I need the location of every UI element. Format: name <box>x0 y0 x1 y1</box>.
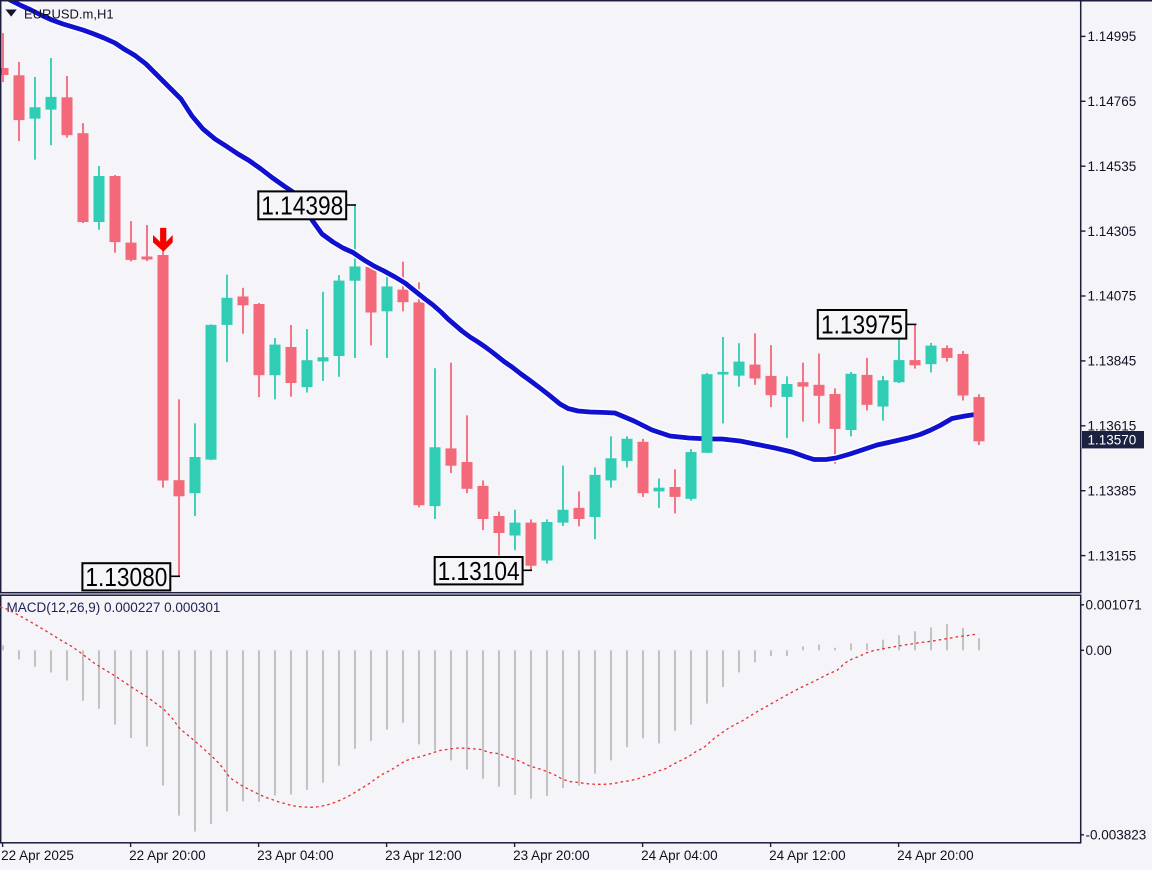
svg-text:24 Apr 04:00: 24 Apr 04:00 <box>641 848 718 863</box>
svg-text:22 Apr 2025: 22 Apr 2025 <box>1 848 74 863</box>
svg-text:0.001071: 0.001071 <box>1086 598 1142 613</box>
svg-text:1.13570: 1.13570 <box>1088 433 1137 448</box>
svg-text:24 Apr 20:00: 24 Apr 20:00 <box>897 848 974 863</box>
svg-text:1.14305: 1.14305 <box>1088 224 1137 239</box>
svg-text:1.13155: 1.13155 <box>1088 548 1137 563</box>
svg-text:23 Apr 04:00: 23 Apr 04:00 <box>257 848 334 863</box>
svg-text:EURUSD.m,H1: EURUSD.m,H1 <box>24 7 114 22</box>
svg-text:-0.003823: -0.003823 <box>1086 828 1147 843</box>
svg-text:1.13385: 1.13385 <box>1088 483 1137 498</box>
svg-text:1.13615: 1.13615 <box>1088 419 1137 434</box>
svg-text:0.00: 0.00 <box>1086 643 1112 658</box>
svg-text:1.14398: 1.14398 <box>261 193 343 221</box>
svg-text:1.13975: 1.13975 <box>821 312 903 340</box>
svg-text:1.14535: 1.14535 <box>1088 159 1137 174</box>
svg-text:22 Apr 20:00: 22 Apr 20:00 <box>129 848 206 863</box>
svg-text:24 Apr 12:00: 24 Apr 12:00 <box>769 848 846 863</box>
svg-text:1.14075: 1.14075 <box>1088 289 1137 304</box>
svg-text:1.14995: 1.14995 <box>1088 29 1137 44</box>
svg-text:1.13845: 1.13845 <box>1088 354 1137 369</box>
svg-text:1.13104: 1.13104 <box>438 558 520 586</box>
svg-text:23 Apr 20:00: 23 Apr 20:00 <box>513 848 590 863</box>
svg-text:1.13080: 1.13080 <box>85 564 167 592</box>
svg-text:1.14765: 1.14765 <box>1088 94 1137 109</box>
svg-text:23 Apr 12:00: 23 Apr 12:00 <box>385 848 462 863</box>
svg-text:MACD(12,26,9) 0.000227 0.00030: MACD(12,26,9) 0.000227 0.000301 <box>7 600 221 615</box>
